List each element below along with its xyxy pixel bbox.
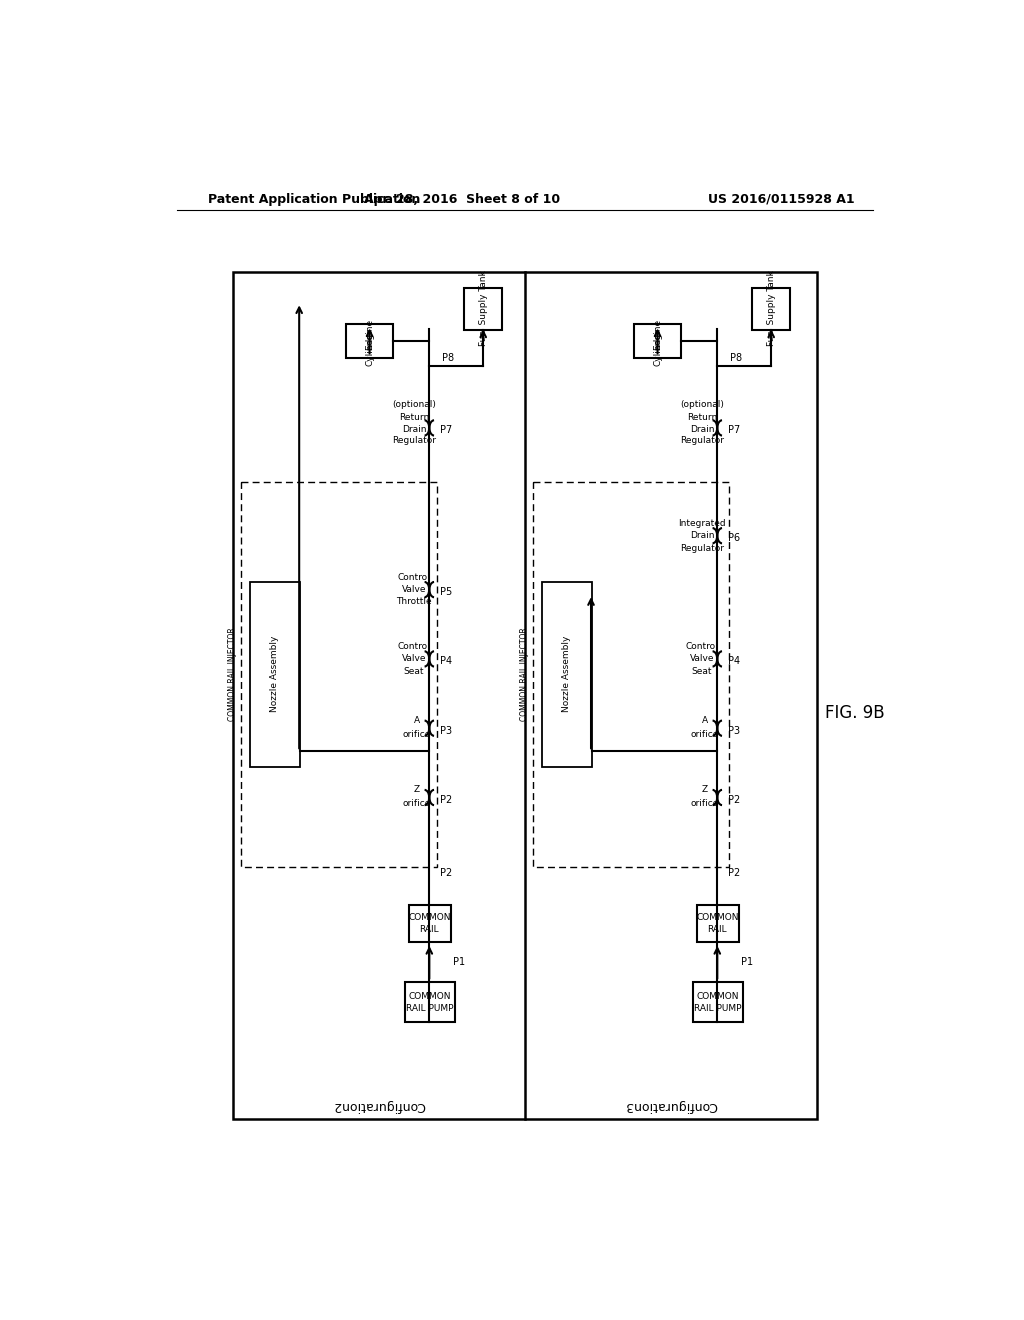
- Text: P7: P7: [728, 425, 740, 436]
- Text: P3: P3: [440, 726, 453, 735]
- Text: orifice: orifice: [690, 799, 719, 808]
- Text: P3: P3: [728, 726, 740, 735]
- Text: Drain: Drain: [690, 531, 715, 540]
- Text: Fuel Supply Tank: Fuel Supply Tank: [767, 271, 776, 346]
- Bar: [404, 982, 455, 1022]
- Text: COMMON: COMMON: [696, 991, 738, 1001]
- Text: Valve: Valve: [401, 655, 426, 664]
- Text: US 2016/0115928 A1: US 2016/0115928 A1: [708, 193, 854, 206]
- Text: Return: Return: [687, 413, 717, 421]
- Text: Control: Control: [397, 573, 430, 582]
- Text: COMMON: COMMON: [696, 913, 738, 923]
- Text: Nozzle Assembly: Nozzle Assembly: [562, 636, 571, 713]
- Bar: [409, 906, 451, 942]
- Text: Regulator: Regulator: [680, 544, 724, 553]
- Text: Configuration2: Configuration2: [333, 1100, 425, 1111]
- Bar: [634, 323, 681, 358]
- Text: RAIL: RAIL: [708, 925, 727, 935]
- Text: P4: P4: [728, 656, 740, 667]
- Text: Seat: Seat: [403, 667, 424, 676]
- Text: Regulator: Regulator: [392, 437, 436, 445]
- Text: Z: Z: [414, 785, 420, 795]
- Text: Drain: Drain: [690, 425, 715, 434]
- Text: Seat: Seat: [692, 667, 713, 676]
- Text: Control: Control: [686, 642, 719, 651]
- Text: Integrated: Integrated: [678, 519, 726, 528]
- Text: Control: Control: [397, 642, 430, 651]
- Text: (optional): (optional): [680, 400, 724, 409]
- Text: P5: P5: [440, 587, 453, 597]
- Text: P8: P8: [441, 354, 454, 363]
- Text: Throttle: Throttle: [396, 598, 432, 606]
- Bar: [241, 482, 437, 867]
- Bar: [532, 482, 729, 867]
- Bar: [692, 982, 742, 1022]
- Text: P8: P8: [730, 354, 741, 363]
- Text: P1: P1: [741, 957, 754, 968]
- Text: P4: P4: [440, 656, 453, 667]
- Text: A: A: [414, 715, 420, 725]
- Text: P1: P1: [454, 957, 465, 968]
- Text: Valve: Valve: [401, 585, 426, 594]
- Bar: [464, 288, 503, 330]
- Text: P2: P2: [728, 869, 740, 878]
- Text: Patent Application Publication: Patent Application Publication: [208, 193, 420, 206]
- Text: Cylinder: Cylinder: [366, 329, 374, 366]
- Text: Cylinder: Cylinder: [653, 329, 663, 366]
- Text: orifice: orifice: [690, 730, 719, 739]
- Text: Return: Return: [399, 413, 429, 421]
- Bar: [346, 323, 393, 358]
- Bar: [250, 582, 300, 767]
- Bar: [752, 288, 791, 330]
- Text: Fuel Supply Tank: Fuel Supply Tank: [479, 271, 487, 346]
- Text: RAIL PUMP: RAIL PUMP: [406, 1005, 453, 1012]
- Text: Valve: Valve: [690, 655, 715, 664]
- Text: COMMON: COMMON: [409, 913, 451, 923]
- Text: P7: P7: [440, 425, 453, 436]
- Text: P6: P6: [728, 533, 740, 543]
- Bar: [542, 582, 592, 767]
- Text: P2: P2: [440, 869, 453, 878]
- Text: Engine: Engine: [653, 319, 663, 350]
- Text: (optional): (optional): [392, 400, 436, 409]
- Text: Configuration3: Configuration3: [625, 1100, 717, 1111]
- Text: P2: P2: [728, 795, 740, 805]
- Text: Apr. 28, 2016  Sheet 8 of 10: Apr. 28, 2016 Sheet 8 of 10: [364, 193, 560, 206]
- Text: Z: Z: [701, 785, 708, 795]
- Text: COMMON: COMMON: [409, 991, 451, 1001]
- Text: COMMON RAIL INJECTOR: COMMON RAIL INJECTOR: [228, 627, 238, 721]
- Text: A: A: [701, 715, 708, 725]
- Text: Engine: Engine: [366, 319, 374, 350]
- Text: COMMON RAIL INJECTOR: COMMON RAIL INJECTOR: [520, 627, 529, 721]
- Text: orifice: orifice: [402, 730, 431, 739]
- Text: FIG. 9B: FIG. 9B: [824, 704, 884, 722]
- Text: RAIL: RAIL: [420, 925, 439, 935]
- Text: Regulator: Regulator: [680, 437, 724, 445]
- Bar: [696, 906, 739, 942]
- Bar: [233, 272, 816, 1119]
- Text: P2: P2: [440, 795, 453, 805]
- Text: RAIL PUMP: RAIL PUMP: [693, 1005, 741, 1012]
- Text: orifice: orifice: [402, 799, 431, 808]
- Text: Drain: Drain: [401, 425, 426, 434]
- Text: Nozzle Assembly: Nozzle Assembly: [270, 636, 280, 713]
